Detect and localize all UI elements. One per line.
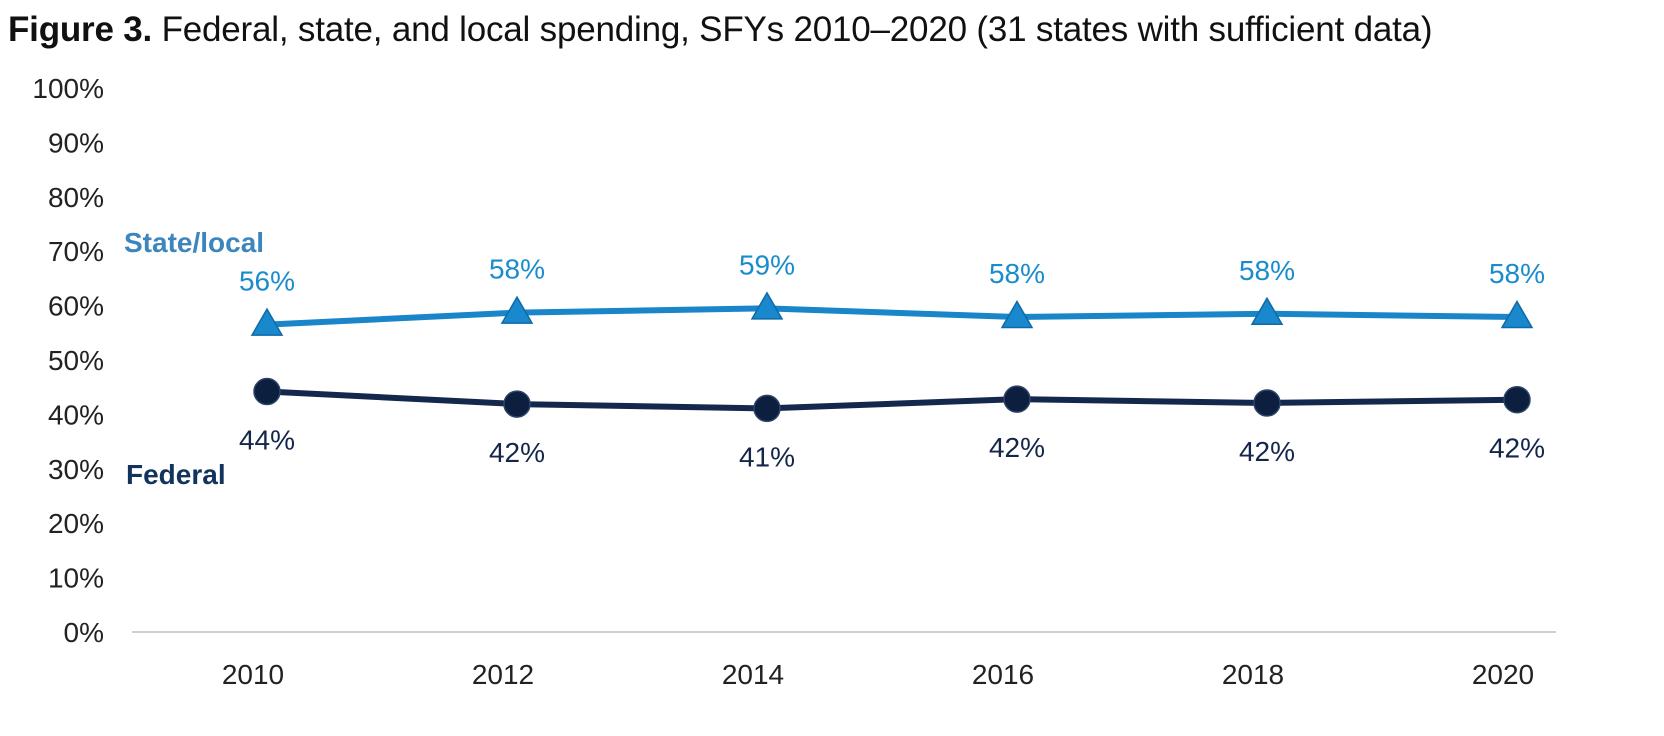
series-markers — [250, 291, 1534, 423]
data-point — [753, 394, 781, 423]
data-label: 42% — [989, 432, 1045, 463]
data-label: 58% — [1489, 258, 1545, 289]
y-tick-label: 90% — [48, 127, 104, 158]
data-label: 59% — [739, 249, 795, 280]
x-axis: 2010 2012 2014 2016 2018 2020 — [222, 659, 1534, 690]
data-label: 58% — [989, 258, 1045, 289]
data-point — [1503, 385, 1531, 414]
data-label: 56% — [239, 266, 295, 297]
data-point — [250, 307, 284, 336]
y-tick-label: 40% — [48, 399, 104, 430]
x-tick-label: 2014 — [722, 659, 784, 690]
series-label-state-local: State/local — [124, 227, 264, 258]
data-labels: 56% 58% 59% 58% 58% 58% 44% 42% 41% 42% 42% 42% — [239, 249, 1545, 472]
data-label: 42% — [1239, 436, 1295, 467]
data-label: 58% — [1239, 255, 1295, 286]
y-tick-label: 100% — [32, 73, 104, 104]
data-point — [500, 295, 534, 324]
y-tick-label: 30% — [48, 454, 104, 485]
series-label-federal: Federal — [126, 459, 226, 490]
y-tick-label: 50% — [48, 345, 104, 376]
data-label: 44% — [239, 425, 295, 456]
y-tick-label: 20% — [48, 508, 104, 539]
x-tick-label: 2020 — [1472, 659, 1534, 690]
figure-label: Figure 3. — [8, 10, 153, 49]
y-tick-label: 80% — [48, 182, 104, 213]
x-tick-label: 2016 — [972, 659, 1034, 690]
data-label: 41% — [739, 441, 795, 472]
series-line — [266, 388, 1518, 412]
data-point — [1003, 385, 1031, 413]
data-point — [1253, 389, 1281, 417]
chart-title: Figure 3. Federal, state, and local spen… — [8, 10, 1433, 50]
y-tick-label: 10% — [48, 563, 104, 594]
series-labels: State/local Federal — [124, 227, 264, 490]
data-point — [1000, 300, 1034, 329]
figure-title-text: Federal, state, and local spending, SFYs… — [152, 10, 1433, 49]
data-label: 42% — [489, 437, 545, 468]
y-tick-label: 70% — [48, 236, 104, 267]
series-lines — [266, 305, 1518, 412]
series-line — [266, 305, 1518, 328]
y-tick-label: 0% — [64, 617, 104, 648]
x-tick-label: 2010 — [222, 659, 284, 690]
y-tick-label: 60% — [48, 291, 104, 322]
data-label: 42% — [1489, 433, 1545, 464]
data-point — [1500, 300, 1534, 329]
data-point — [750, 291, 784, 320]
x-tick-label: 2018 — [1222, 659, 1284, 690]
data-point — [253, 377, 281, 406]
data-label: 58% — [489, 254, 545, 285]
data-point — [503, 390, 531, 418]
data-point — [1250, 296, 1284, 326]
y-axis: 0% 10% 20% 30% 40% 50% 60% 70% 80% 90% 100% — [32, 73, 104, 648]
x-tick-label: 2012 — [472, 659, 534, 690]
